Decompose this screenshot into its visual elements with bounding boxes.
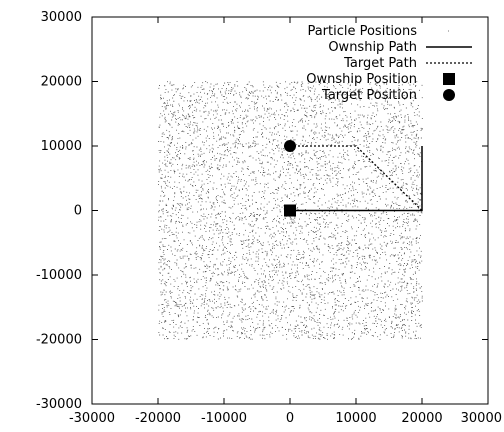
x-tick-label: -30000 [69, 411, 115, 426]
y-tick-label: 10000 [41, 139, 82, 154]
ownship-position-marker [284, 204, 296, 217]
y-tick-label: -20000 [36, 333, 82, 348]
legend-swatch-ownship-position [443, 73, 455, 85]
markers [284, 140, 296, 217]
y-tick-label: -30000 [36, 397, 82, 412]
particle-cloud [158, 81, 423, 340]
particle-positions [158, 81, 423, 340]
x-tick-label: 30000 [461, 411, 502, 426]
x-tick-label: -20000 [135, 411, 181, 426]
y-tick-label: 30000 [41, 10, 82, 25]
y-tick-label: 20000 [41, 75, 82, 90]
legend-swatch-target-position [443, 89, 455, 101]
target-path [290, 145, 423, 211]
axis-ticks: -30000 -20000 -10000 0 10000 20000 30000 -30000… [36, 10, 502, 426]
target-position-marker [284, 140, 296, 152]
x-tick-label: 0 [286, 411, 294, 426]
legend-swatch-particles [448, 30, 449, 32]
y-tick-label: 0 [74, 204, 82, 219]
legend-label: Particle Positions [307, 24, 417, 39]
ownship-path [290, 146, 423, 212]
legend-label: Target Position [321, 88, 417, 103]
legend-label: Ownship Position [306, 72, 417, 87]
paths [290, 145, 423, 212]
x-tick-label: -10000 [201, 411, 247, 426]
y-tick-label: -10000 [36, 268, 82, 283]
legend-label: Target Path [343, 56, 417, 71]
legend-label: Ownship Path [328, 40, 417, 55]
x-tick-label: 10000 [335, 411, 376, 426]
x-tick-label: 20000 [401, 411, 442, 426]
